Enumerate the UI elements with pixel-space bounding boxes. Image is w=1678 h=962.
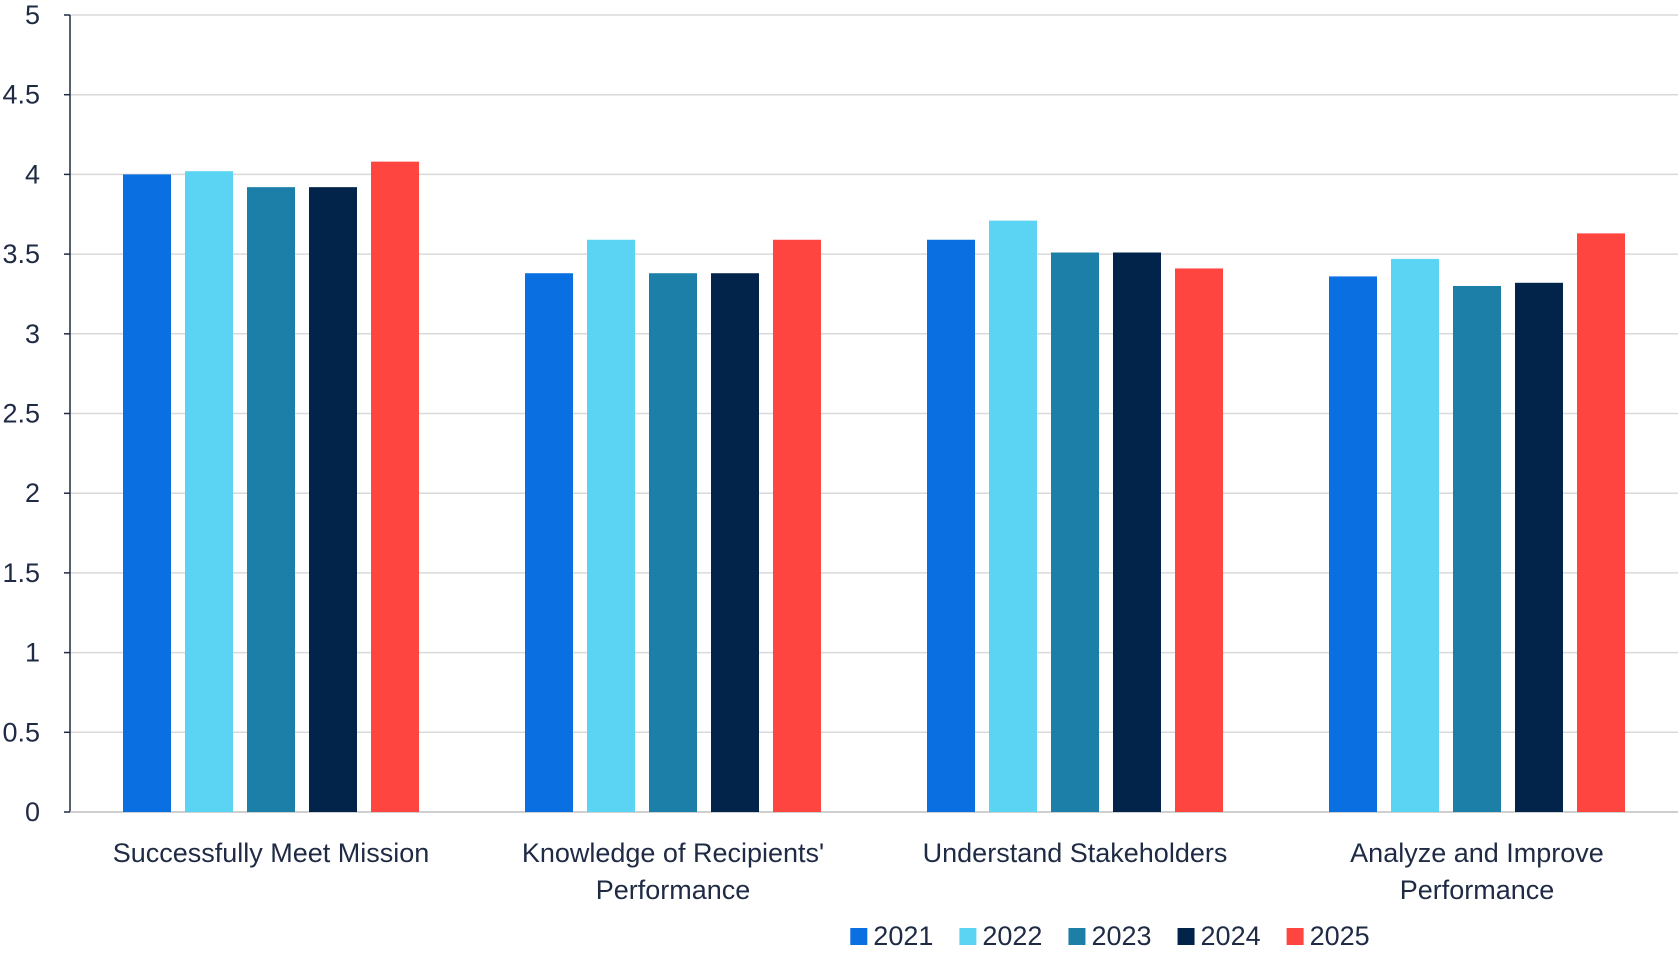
bars <box>123 161 1625 813</box>
bar-2025-4 <box>1577 233 1625 813</box>
bar-2021-1 <box>123 174 171 812</box>
legend: 2021 2022 2023 2024 2025 <box>850 921 1370 951</box>
bar-2024-3 <box>1113 252 1161 813</box>
bar-2023-2 <box>649 273 697 812</box>
x-category-label: Performance <box>596 875 751 905</box>
bar-2024-1 <box>309 187 357 813</box>
y-tick-label: 0 <box>25 797 40 827</box>
bar-2023-3 <box>1051 252 1099 813</box>
bar-2021-3 <box>927 239 975 812</box>
x-category-label: Understand Stakeholders <box>923 838 1228 868</box>
legend-label-2025: 2025 <box>1310 921 1370 951</box>
bar-2024-4 <box>1515 282 1563 812</box>
y-tick-label: 5 <box>25 0 40 30</box>
legend-label-2024: 2024 <box>1201 921 1261 951</box>
bar-2024-2 <box>711 273 759 812</box>
bar-2025-2 <box>773 239 821 812</box>
legend-label-2021: 2021 <box>873 921 933 951</box>
category-labels: Successfully Meet Mission Knowledge of Re… <box>113 838 1604 905</box>
y-tick-label: 1.5 <box>2 558 40 588</box>
legend-label-2023: 2023 <box>1091 921 1151 951</box>
x-category-label: Performance <box>1400 875 1555 905</box>
bar-2025-3 <box>1175 268 1223 812</box>
legend-swatch-2021 <box>850 928 868 945</box>
y-tick-label: 2 <box>25 478 40 508</box>
legend-swatch-2025 <box>1286 928 1304 945</box>
bar-2022-3 <box>989 220 1037 813</box>
legend-swatch-2022 <box>959 928 977 945</box>
y-tick-label: 4.5 <box>2 80 40 110</box>
y-tick-label: 3 <box>25 319 40 349</box>
legend-swatch-2024 <box>1177 928 1195 945</box>
y-tick-label: 4 <box>25 159 40 189</box>
x-category-label: Successfully Meet Mission <box>113 838 430 868</box>
axes: 0 0.5 1 1.5 2 2.5 3 3.5 4 4.5 5 <box>2 0 1678 827</box>
bar-2021-2 <box>525 273 573 812</box>
x-category-label: Knowledge of Recipients' <box>522 838 824 868</box>
y-tick-label: 2.5 <box>2 399 40 429</box>
y-tick-label: 3.5 <box>2 239 40 269</box>
bar-2022-1 <box>185 171 233 812</box>
legend-label-2022: 2022 <box>982 921 1042 951</box>
legend-swatch-2023 <box>1068 928 1086 945</box>
x-category-label: Analyze and Improve <box>1350 838 1604 868</box>
y-tick-label: 0.5 <box>2 717 40 747</box>
bar-2023-4 <box>1453 285 1501 813</box>
bar-2022-2 <box>587 239 635 812</box>
bar-2022-4 <box>1391 258 1439 813</box>
bar-2021-4 <box>1329 276 1377 812</box>
bar-2025-1 <box>371 161 419 812</box>
y-tick-label: 1 <box>25 638 40 668</box>
bar-2023-1 <box>247 187 295 813</box>
